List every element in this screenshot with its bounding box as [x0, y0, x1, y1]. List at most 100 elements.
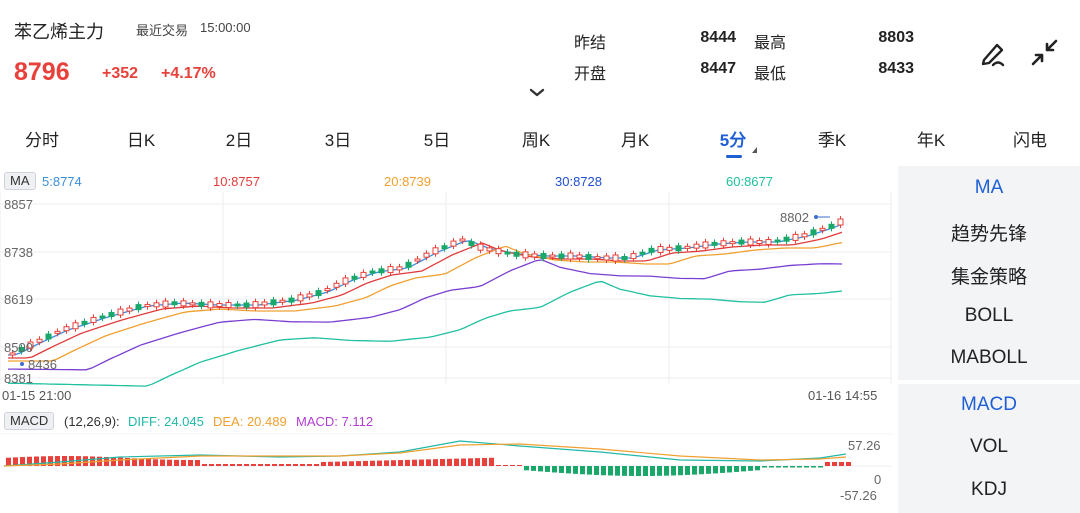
macd-bar: [587, 466, 592, 475]
macd-bar: [356, 461, 361, 466]
candle-body: [819, 227, 826, 231]
candle-body: [126, 307, 133, 312]
macd-params: (12,26,9):: [64, 414, 120, 429]
candle-body: [198, 301, 205, 307]
macd-bar: [90, 456, 95, 466]
macd-bar: [594, 466, 599, 475]
candle-body: [468, 241, 475, 247]
macd-bar: [181, 459, 186, 466]
candle-body: [288, 297, 295, 303]
ma20-value: 20:8739: [384, 174, 431, 189]
tab-5-day[interactable]: 5日: [423, 131, 451, 150]
candle-body: [396, 266, 403, 271]
candle-body: [810, 229, 817, 236]
macd-bar: [643, 466, 648, 476]
indicator-maboll[interactable]: MABOLL: [950, 347, 1028, 368]
candle-body: [684, 245, 691, 249]
macd-bar: [629, 466, 634, 476]
tab-week-k[interactable]: 周K: [521, 131, 551, 150]
macd-bar: [608, 466, 613, 476]
candle-body: [504, 251, 511, 255]
tab-month-k[interactable]: 月K: [620, 131, 650, 150]
y-tick-8619: 8619: [4, 292, 33, 307]
candle-body: [234, 303, 241, 307]
sidebar-divider: [898, 380, 1080, 384]
macd-bar: [818, 466, 823, 468]
candle-body: [405, 261, 412, 268]
candle-body: [657, 245, 664, 253]
ma-indicator-tag[interactable]: MA: [4, 172, 36, 190]
candle-body: [747, 238, 754, 246]
macd-bar: [559, 466, 564, 473]
macd-bar: [748, 466, 753, 471]
macd-bar: [615, 466, 620, 476]
candle-body: [711, 241, 718, 246]
tab-day-k[interactable]: 日K: [126, 131, 156, 150]
macd-chart[interactable]: 57.26 0 -57.26: [0, 430, 892, 513]
low-value: 8433: [878, 60, 914, 77]
collapse-arrows-icon[interactable]: [1028, 36, 1062, 70]
candle-body: [297, 294, 304, 302]
candle-body: [108, 312, 115, 318]
indicator-kdj[interactable]: KDJ: [971, 479, 1007, 500]
macd-bar: [48, 456, 53, 466]
tab-dropdown-triangle-icon[interactable]: [752, 147, 757, 153]
macd-bar: [41, 456, 46, 466]
tab-year-k[interactable]: 年K: [916, 131, 946, 150]
candle-body: [261, 301, 268, 306]
candle-body: [252, 301, 259, 309]
indicator-macd[interactable]: MACD: [961, 394, 1017, 415]
prev-settle-label: 昨结: [574, 35, 607, 52]
tab-intraday[interactable]: 分时: [25, 131, 59, 150]
macd-bar: [468, 458, 473, 466]
candle-body: [612, 254, 619, 262]
indicator-ma[interactable]: MA: [974, 177, 1004, 198]
candle-body: [558, 253, 565, 259]
macd-bar: [398, 460, 403, 466]
candle-body: [378, 268, 385, 274]
macd-bar: [258, 464, 263, 466]
tab-flash[interactable]: 闪电: [1013, 131, 1047, 150]
macd-bar: [20, 457, 25, 466]
indicator-boll[interactable]: BOLL: [964, 305, 1014, 326]
indicator-trend-pioneer[interactable]: 趋势先锋: [950, 224, 1027, 245]
tab-5-minute[interactable]: 5分: [719, 131, 747, 150]
macd-bar: [300, 464, 305, 466]
macd-bar: [545, 466, 550, 472]
macd-bar: [664, 466, 669, 476]
price-change-pct: +4.17%: [161, 65, 216, 82]
macd-bar: [517, 465, 522, 466]
macd-bar: [223, 464, 228, 466]
macd-bar: [573, 466, 578, 474]
tab-2-day[interactable]: 2日: [225, 131, 253, 150]
tab-3-day[interactable]: 3日: [324, 131, 352, 150]
macd-bar: [804, 466, 809, 468]
macd-bar: [762, 466, 767, 468]
macd-indicator-tag[interactable]: MACD: [4, 412, 55, 430]
macd-bar: [342, 461, 347, 466]
macd-bar: [622, 466, 627, 476]
ma30-value: 30:8728: [555, 174, 602, 189]
indicator-gold-strategy[interactable]: 集金策略: [950, 267, 1027, 288]
macd-bar: [34, 456, 39, 466]
macd-bar: [202, 464, 207, 466]
tab-quarter-k[interactable]: 季K: [817, 131, 847, 150]
candle-body: [333, 282, 340, 288]
candle-body: [243, 302, 250, 308]
candlestick-chart[interactable]: 8857 8738 8619 8500 8381 8802 8436: [0, 192, 892, 388]
candle-body: [369, 270, 376, 274]
macd-bar: [685, 466, 690, 475]
macd-bar: [244, 464, 249, 466]
candle-body: [117, 308, 124, 316]
candle-body: [648, 247, 655, 253]
candle-body: [441, 245, 448, 250]
macd-diff-line: [3, 440, 847, 467]
candle-body: [783, 236, 790, 242]
macd-bar: [419, 459, 424, 466]
draw-pen-icon[interactable]: [976, 36, 1010, 70]
max-price-dot: [814, 215, 818, 219]
chevron-down-icon[interactable]: [528, 88, 546, 98]
candle-body: [324, 288, 331, 292]
candle-body: [189, 302, 196, 306]
indicator-vol[interactable]: VOL: [969, 436, 1009, 457]
